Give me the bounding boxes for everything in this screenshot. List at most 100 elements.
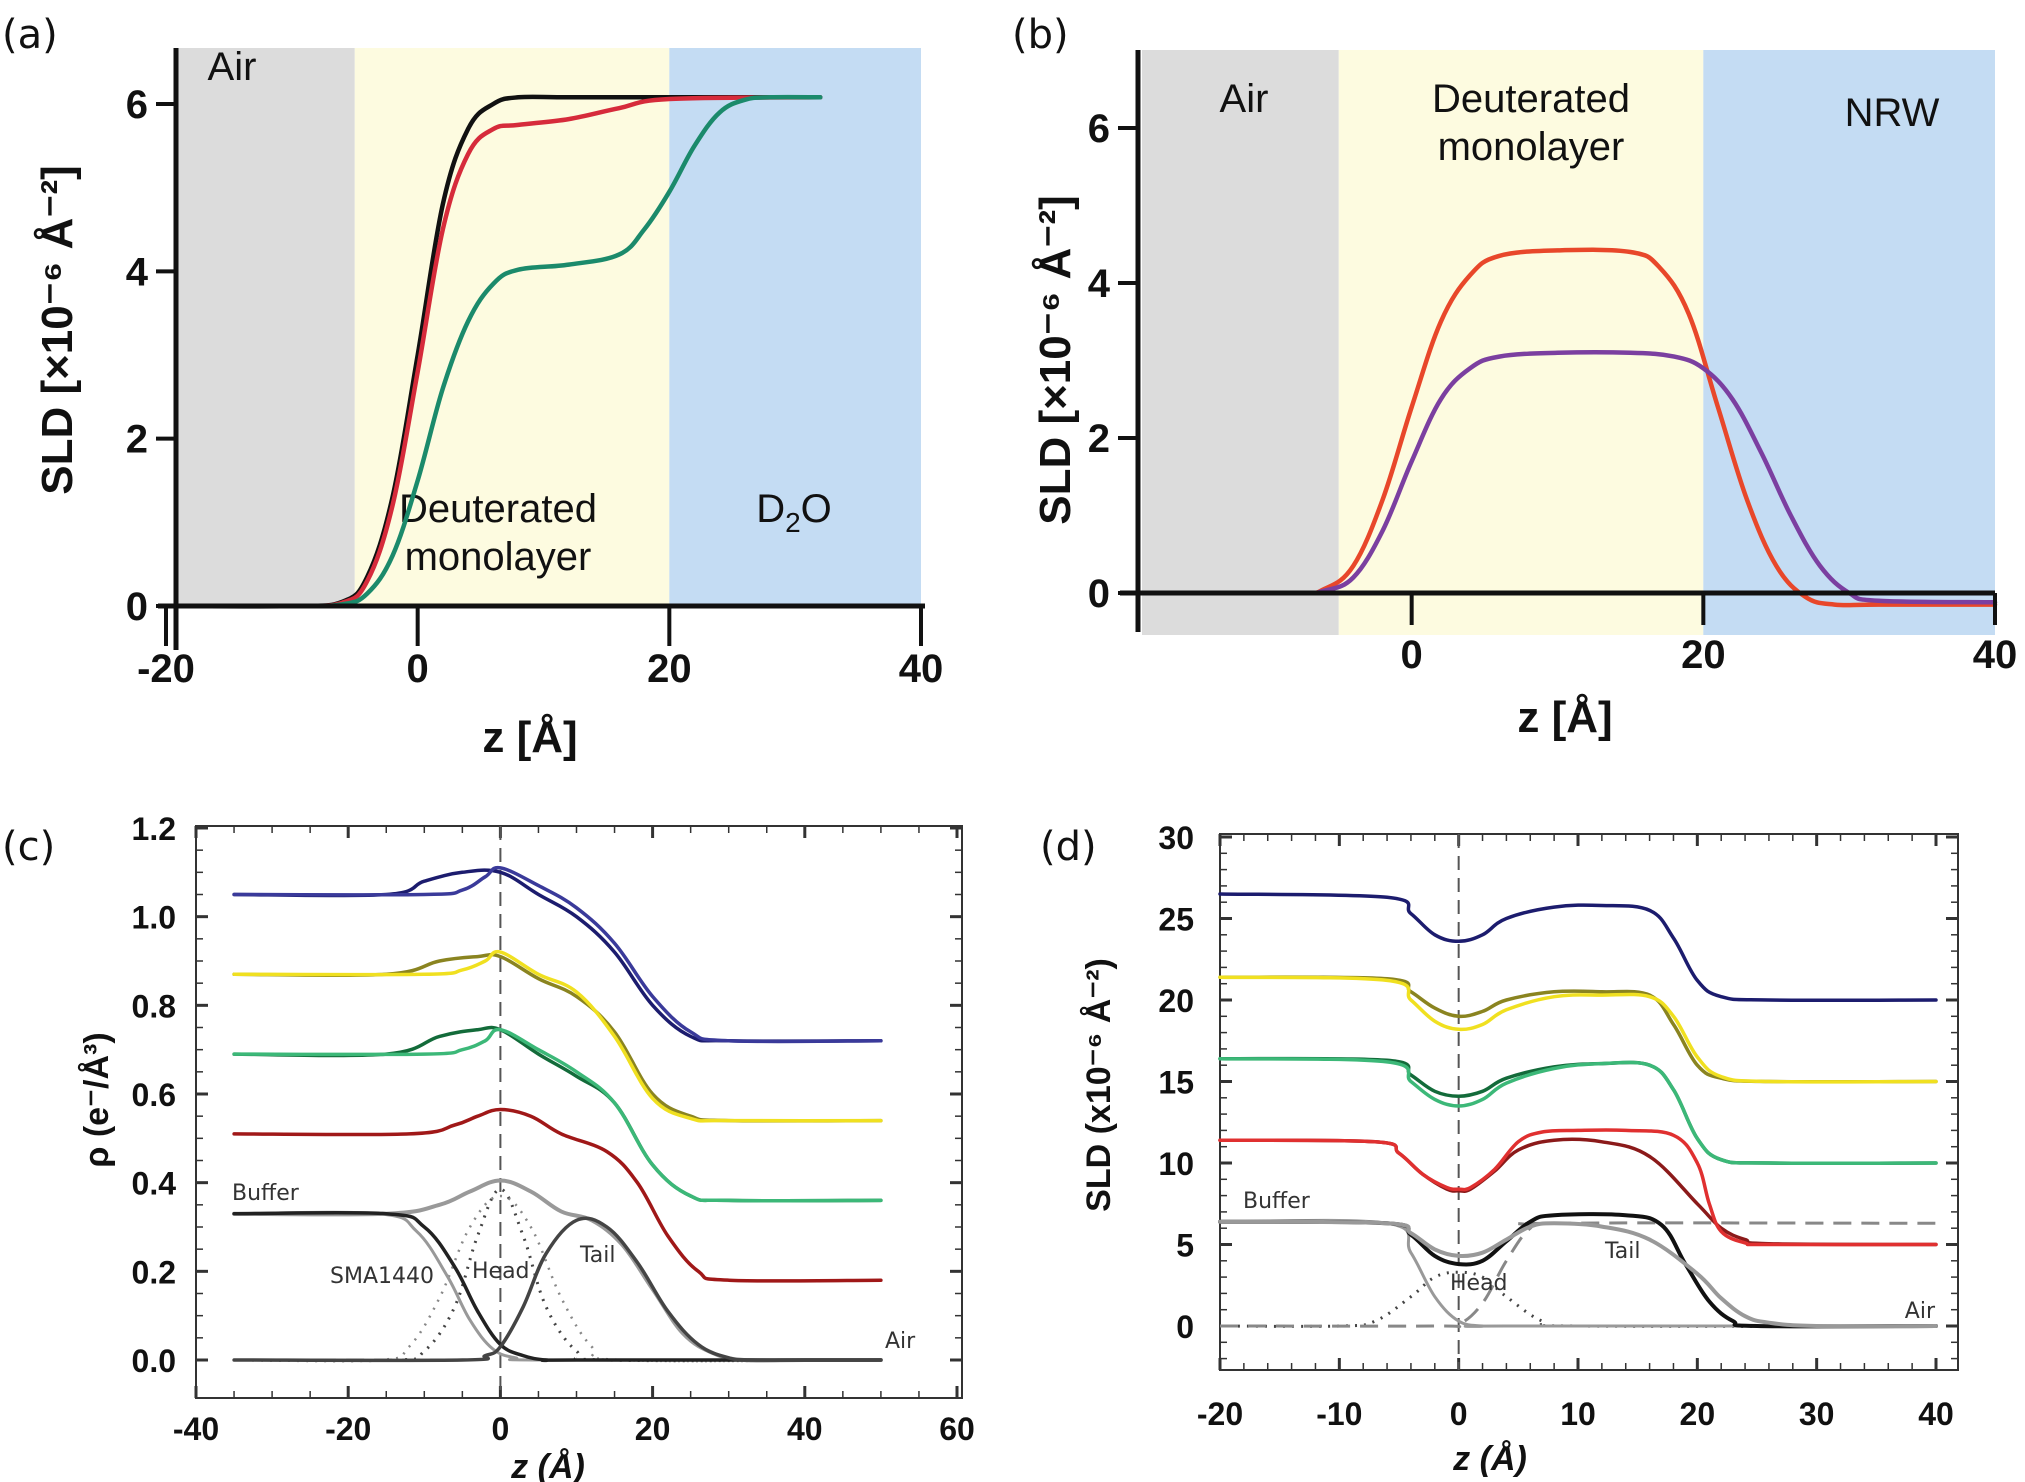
y-tick-label: 1.0 [132,900,176,936]
x-tick-label: -20 [1197,1396,1243,1432]
series-buffer-grey [1218,1219,1938,1329]
annotation-buffer: Buffer [232,1181,300,1206]
series-navy-1 [232,868,883,1043]
x-tick-label: 0 [407,647,429,691]
y-tick-label: 4 [126,250,149,294]
x-tick-label: 40 [899,647,944,691]
region-label-2: D2O [756,487,832,538]
annotation-tail: Tail [1604,1239,1641,1264]
series-green-2 [1218,1056,1938,1166]
region-label-sub: 2 [785,507,801,538]
y-tick-label: 25 [1158,902,1194,938]
x-axis-title: z [Å] [1517,693,1612,742]
y-axis-title: SLD (x10⁻⁶ Å⁻²) [1080,958,1118,1212]
region-2 [669,48,921,606]
annotation-head: Head [1450,1271,1508,1296]
x-tick-label: -20 [325,1411,371,1447]
region-label-line: monolayer [1438,125,1625,169]
plot-frame [195,825,963,1399]
plot-frame [1219,833,1959,1371]
panel-label-b: (b) [1012,12,1069,58]
x-tick-label: 30 [1799,1396,1835,1432]
region-label-2: NRW [1845,91,1940,135]
region-label-line: Deuterated [1432,77,1630,121]
panel-label-c: (c) [2,824,55,870]
panel-label-a: (a) [2,12,58,58]
x-axis-title: z (Å) [510,1448,585,1482]
y-tick-label: 15 [1158,1065,1194,1101]
tail-dashed [1219,1221,1937,1329]
region-0 [176,48,355,606]
y-tick-label: 1.2 [132,811,176,847]
panel-label-d: (d) [1040,824,1097,870]
region-1 [1338,50,1704,635]
y-tick-label: 0.0 [132,1343,176,1379]
annotation-head: Head [472,1259,530,1284]
x-axis-title: z (Å) [1452,1440,1527,1478]
series-yellow-1 [232,949,883,1123]
region-label-0: Air [1220,77,1269,121]
x-tick-label: -20 [137,647,195,691]
x-tick-label: 10 [1560,1396,1596,1432]
region-label-line: monolayer [405,535,592,579]
series-green [163,94,823,609]
x-tick-label: 20 [635,1411,671,1447]
panel-d: 0 5 10 15 20 25 30 -20 -10 0 10 20 30 40 Buffer Head Tai… [1080,820,1959,1478]
annotation-buffer: Buffer [1243,1189,1311,1214]
y-axis-title: SLD [×10⁻⁶ Å⁻²] [1031,195,1080,525]
x-tick-label: 40 [787,1411,823,1447]
y-axis-title: SLD [×10⁻⁶ Å⁻²] [33,165,82,495]
series-yellow-1 [1218,975,1938,1084]
y-tick-label: 30 [1158,820,1194,856]
x-tick-label: 40 [1973,633,2018,677]
y-tick-label: 20 [1158,983,1194,1019]
annotation-tail: Tail [579,1243,616,1268]
series-green-2 [232,1027,883,1203]
series-red-1 [232,1107,883,1283]
panel-c: 0.0 0.2 0.4 0.6 0.8 1.0 1.2 -40 -20 0 20 40 60 Buffer… [78,811,975,1482]
series-navy-2 [232,865,883,1044]
y-tick-label: 6 [126,83,148,127]
y-tick-label: 0 [1176,1309,1194,1345]
region-2 [1703,50,1995,635]
x-tick-label: -40 [173,1411,219,1447]
x-tick-label: 20 [647,647,692,691]
series-red-2 [1218,1128,1938,1247]
region-label-part: O [801,487,832,531]
x-tick-label: 20 [1680,1396,1716,1432]
head-dotted-2 [234,1194,881,1363]
series-navy-1 [1218,892,1938,1003]
region-label-line: Deuterated [399,487,597,531]
y-tick-label: 10 [1158,1146,1194,1182]
annotation-air: Air [885,1329,916,1354]
y-tick-label: 2 [1088,417,1110,461]
y-tick-label: 0 [1088,572,1110,616]
region-label-0: Air [208,45,257,89]
region-label-1: Deuterated monolayer [1432,77,1630,169]
x-tick-label: 0 [1401,633,1423,677]
region-label-1: Deuterated monolayer [399,487,597,579]
x-axis-title: z [Å] [482,713,577,762]
y-tick-label: 2 [126,418,148,462]
y-tick-label: 6 [1088,107,1110,151]
y-tick-label: 5 [1176,1228,1194,1264]
x-tick-label: 60 [939,1411,975,1447]
y-tick-label: 0.2 [132,1254,176,1290]
y-tick-label: 0.4 [132,1166,177,1202]
x-tick-label: 20 [1681,633,1726,677]
x-tick-label: -10 [1316,1396,1362,1432]
region-0 [1142,50,1339,635]
x-tick-label: 0 [492,1411,510,1447]
series-purple [1161,350,1998,605]
y-tick-label: 4 [1088,262,1111,306]
region-label-part: D [756,487,785,531]
annotation-sma1440: SMA1440 [330,1264,434,1289]
x-tick-label: 40 [1918,1396,1954,1432]
annotation-air: Air [1905,1299,1936,1324]
y-tick-label: 0 [126,585,148,629]
y-tick-label: 0.6 [132,1077,176,1113]
series-tail [232,1216,883,1363]
y-axis-title: ρ (e⁻/Å³) [78,1032,116,1167]
